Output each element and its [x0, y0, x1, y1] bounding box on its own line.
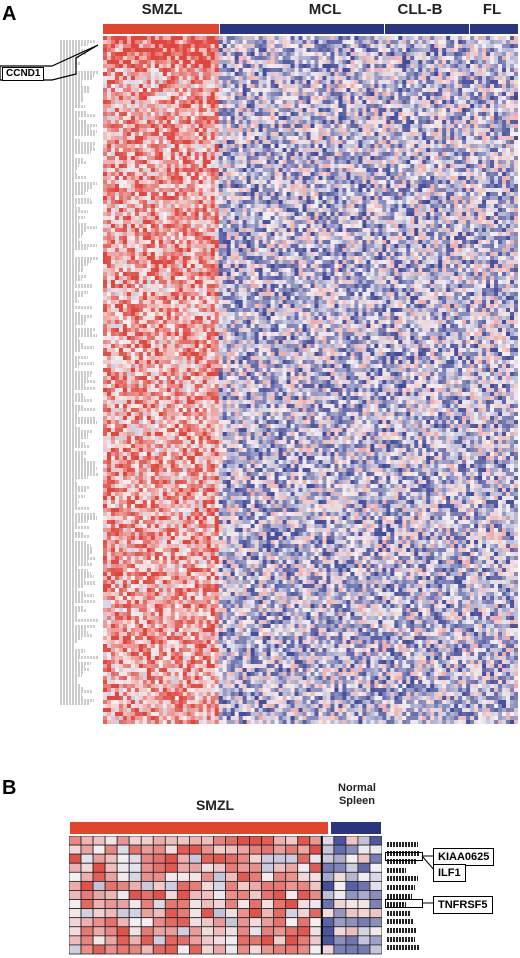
group-bar-mcl: [220, 24, 384, 34]
ccnd1-callout: CCND1: [2, 67, 45, 81]
gene-labels-b: [387, 842, 427, 954]
group-bar-cll-b: [385, 24, 469, 34]
ccnd1-arrow: [0, 44, 99, 81]
group-label-smzl-b: SMZL: [195, 797, 235, 813]
gene-list-a: [60, 40, 100, 720]
callout-kiaa0625: KIAA0625: [433, 848, 495, 866]
group-label-normal-spleen: Normal Spleen: [338, 782, 376, 807]
heatmap-a: [103, 36, 518, 724]
panel-a-label: A: [2, 3, 17, 25]
group-label-fl: FL: [482, 1, 502, 18]
group-label-smzl: SMZL: [141, 1, 183, 18]
group-bar-fl: [470, 24, 518, 34]
group-label-cll-b: CLL-B: [397, 1, 443, 18]
group-bar-normal-spleen: [331, 822, 381, 834]
group-bar-smzl-b: [70, 822, 328, 834]
group-label-mcl: MCL: [308, 1, 342, 18]
kiaa-box: [385, 852, 423, 861]
callout-lines-b: [421, 855, 436, 904]
tnf-box: [385, 899, 423, 908]
callout-ilf1: ILF1: [433, 864, 466, 882]
heatmap-b: [69, 836, 382, 955]
panel-b-label: B: [2, 777, 17, 799]
callout-tnfrsf5: TNFRSF5: [433, 896, 493, 914]
group-bar-smzl: [103, 24, 219, 34]
